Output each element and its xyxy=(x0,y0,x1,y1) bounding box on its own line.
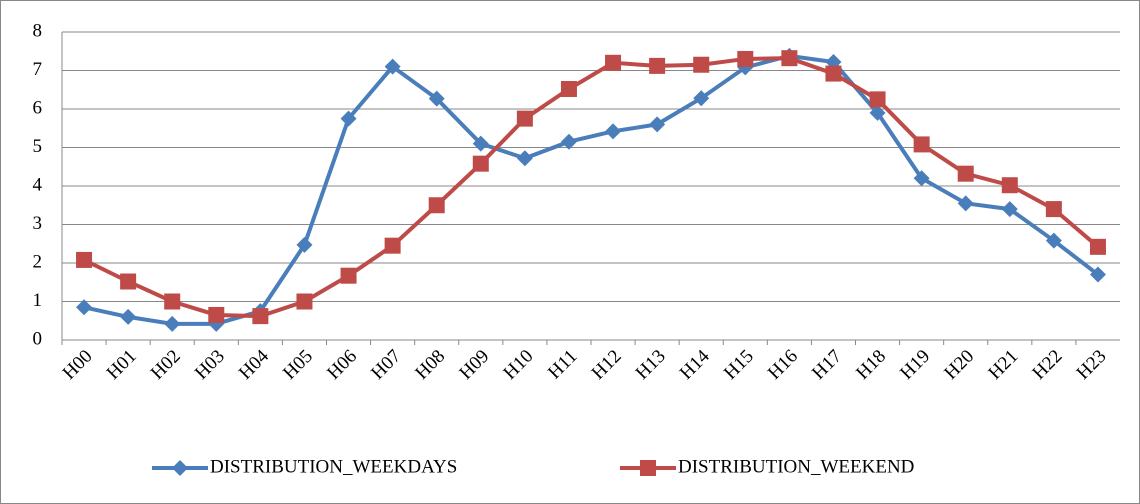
marker xyxy=(120,308,137,325)
marker xyxy=(605,123,622,140)
y-tick-label: 5 xyxy=(33,136,43,157)
marker xyxy=(560,133,577,150)
marker xyxy=(1089,266,1106,283)
y-tick-label: 4 xyxy=(33,174,43,195)
marker xyxy=(76,251,93,268)
legend-label: DISTRIBUTION_WEEKEND xyxy=(678,456,914,477)
marker xyxy=(605,54,622,71)
marker xyxy=(1001,177,1018,194)
marker xyxy=(472,135,489,152)
marker xyxy=(913,170,930,187)
legend-label: DISTRIBUTION_WEEKDAYS xyxy=(210,456,457,477)
legend-item: DISTRIBUTION_WEEKEND xyxy=(620,456,914,477)
marker xyxy=(340,110,357,127)
marker xyxy=(781,50,798,67)
marker xyxy=(693,56,710,73)
y-tick-label: 1 xyxy=(33,290,43,311)
marker xyxy=(869,91,886,108)
marker xyxy=(1001,201,1018,218)
marker xyxy=(957,195,974,212)
y-tick-label: 6 xyxy=(33,97,43,118)
marker xyxy=(737,50,754,67)
marker xyxy=(120,273,137,290)
marker xyxy=(693,90,710,107)
marker xyxy=(1045,201,1062,218)
marker xyxy=(640,460,656,476)
legend-item: DISTRIBUTION_WEEKDAYS xyxy=(152,456,457,477)
marker xyxy=(252,308,269,325)
marker xyxy=(649,116,666,133)
y-tick-label: 3 xyxy=(33,213,43,234)
marker xyxy=(76,299,93,316)
marker xyxy=(1089,238,1106,255)
marker xyxy=(164,293,181,310)
marker xyxy=(1045,232,1062,249)
marker xyxy=(913,136,930,153)
y-tick-label: 0 xyxy=(33,328,43,349)
marker xyxy=(428,90,445,107)
y-tick-label: 2 xyxy=(33,251,43,272)
marker xyxy=(164,315,181,332)
marker xyxy=(957,165,974,182)
marker xyxy=(296,293,313,310)
marker xyxy=(208,306,225,323)
marker xyxy=(340,267,357,284)
marker xyxy=(428,197,445,214)
marker xyxy=(560,80,577,97)
marker xyxy=(384,237,401,254)
marker xyxy=(172,460,188,476)
marker xyxy=(296,236,313,253)
marker xyxy=(384,58,401,75)
marker xyxy=(516,110,533,127)
y-tick-label: 8 xyxy=(33,20,43,41)
marker xyxy=(825,65,842,82)
marker xyxy=(472,155,489,172)
marker xyxy=(649,57,666,74)
marker xyxy=(516,150,533,167)
y-tick-label: 7 xyxy=(33,59,43,80)
marker xyxy=(869,104,886,121)
